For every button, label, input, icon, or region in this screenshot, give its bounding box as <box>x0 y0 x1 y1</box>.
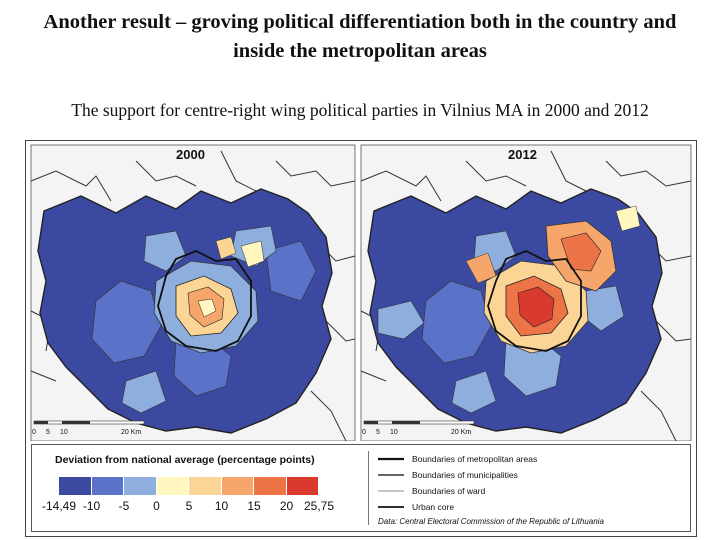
legend-break-label: -14,49 <box>41 499 77 513</box>
urban-core-outline <box>487 250 582 352</box>
legend-break-label: 10 <box>214 499 229 513</box>
boundary-legend-item: Boundaries of municipalities <box>378 468 518 482</box>
color-ramp <box>59 477 319 495</box>
slide-title: Another result – groving political diffe… <box>43 11 677 62</box>
map-year-label: 2012 <box>508 147 537 162</box>
maps-canvas: 2000 0 5 10 20 Km <box>30 144 692 441</box>
legend-swatch <box>59 477 92 495</box>
scale-label: 20 Km <box>451 429 471 436</box>
legend-break-label: 15 <box>247 499 261 513</box>
scale-label: 5 <box>46 429 50 436</box>
boundary-label: Boundaries of ward <box>412 486 486 496</box>
legend-swatch <box>189 477 222 495</box>
legend-break-label: 5 <box>185 499 193 513</box>
legend-break-label: 0 <box>153 499 160 513</box>
boundary-label: Urban core <box>412 502 455 512</box>
legend-swatch <box>254 477 287 495</box>
legend-title: Deviation from national average (percent… <box>55 454 315 466</box>
urban-core-outline <box>157 250 252 352</box>
thin-line-icon <box>378 490 404 492</box>
legend-swatch <box>124 477 157 495</box>
thick-line-icon <box>378 457 404 461</box>
legend-swatch <box>91 477 124 495</box>
legend-swatch <box>286 477 319 495</box>
map-2012: 2012 0 5 10 20 Km <box>360 144 692 441</box>
scale-label: 20 Km <box>121 429 141 436</box>
scale-label: 5 <box>376 429 380 436</box>
boundary-legend-item: Boundaries of ward <box>378 484 485 498</box>
boundary-label: Boundaries of municipalities <box>412 470 518 480</box>
scale-label: 0 <box>32 429 36 436</box>
legend-swatch <box>156 477 189 495</box>
data-source: Data: Central Electoral Commission of th… <box>378 517 604 526</box>
legend-break-label: 25,75 <box>303 499 335 513</box>
slide-subtitle: The support for centre-right wing politi… <box>71 100 649 120</box>
scale-label: 10 <box>60 429 68 436</box>
medium-line-icon <box>378 474 404 476</box>
legend-break-label: -5 <box>118 499 130 513</box>
scale-bar: 0 5 10 20 Km <box>32 420 145 436</box>
map-year-label: 2000 <box>176 147 205 162</box>
legend-break-label: 20 <box>279 499 294 513</box>
urban-core-line-icon <box>378 506 404 508</box>
boundary-label: Boundaries of metropolitan areas <box>412 454 538 464</box>
scale-label: 0 <box>362 429 366 436</box>
boundary-legend-item: Boundaries of metropolitan areas <box>378 452 537 466</box>
map-figure: 2000 0 5 10 20 Km <box>25 140 697 537</box>
map-2000: 2000 0 5 10 20 Km <box>30 144 356 441</box>
scale-bar: 0 5 10 20 Km <box>362 420 475 436</box>
legend-panel: Deviation from national average (percent… <box>31 444 691 532</box>
legend-divider <box>368 451 369 525</box>
legend-swatch <box>221 477 254 495</box>
scale-label: 10 <box>390 429 398 436</box>
legend-break-label: -10 <box>82 499 101 513</box>
boundary-legend-item: Urban core <box>378 500 454 514</box>
